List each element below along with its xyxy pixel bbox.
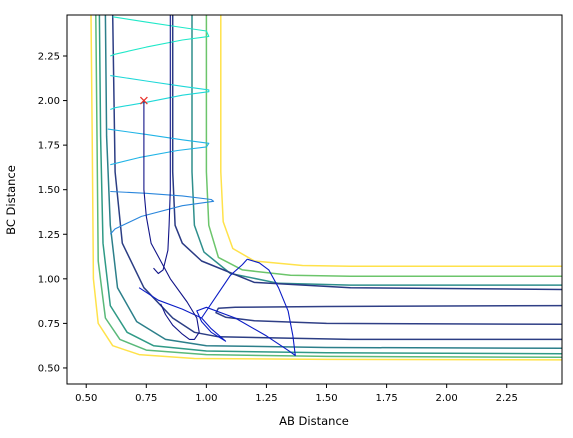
contour-line (215, 304, 562, 326)
contour-line (98, 15, 562, 355)
x-tick-label: 1.25 (255, 393, 277, 404)
contour-line (205, 15, 562, 277)
y-tick-label: 2.00 (38, 96, 60, 107)
trajectory-segment (107, 128, 210, 166)
trajectory-segment (201, 258, 248, 319)
y-tick-label: 0.75 (38, 319, 60, 330)
x-tick-label: 2.00 (436, 393, 458, 404)
trajectory-segment (110, 75, 210, 111)
trajectory-segment (109, 190, 215, 235)
contour-line (191, 15, 562, 286)
y-tick-label: 1.50 (38, 185, 60, 196)
x-tick-label: 0.75 (135, 393, 157, 404)
contour-line (111, 15, 562, 341)
x-axis-label: AB Distance (279, 414, 349, 428)
contour-line (95, 15, 562, 359)
x-tick-label: 1.50 (315, 393, 337, 404)
y-tick-label: 1.00 (38, 274, 60, 285)
trajectory-segment (153, 15, 171, 275)
trajectory-segment (110, 16, 210, 57)
x-tick-label: 1.75 (375, 393, 397, 404)
y-tick-label: 1.75 (38, 141, 60, 152)
start-point-marker (139, 96, 148, 105)
contour-line (90, 15, 562, 361)
contour-line (220, 15, 562, 268)
y-tick-label: 1.25 (38, 230, 60, 241)
x-tick-label: 2.25 (496, 393, 518, 404)
contour-line (171, 15, 562, 291)
x-tick-label: 1.00 (195, 393, 217, 404)
x-tick-label: 0.50 (75, 393, 97, 404)
y-tick-label: 0.50 (38, 363, 60, 374)
trajectory-segment (138, 258, 296, 357)
plot-frame (66, 14, 563, 385)
contour-line (104, 15, 562, 350)
y-tick-label: 2.25 (38, 52, 60, 63)
y-axis-label: BC Distance (4, 165, 18, 235)
trajectory-segment (143, 100, 200, 340)
